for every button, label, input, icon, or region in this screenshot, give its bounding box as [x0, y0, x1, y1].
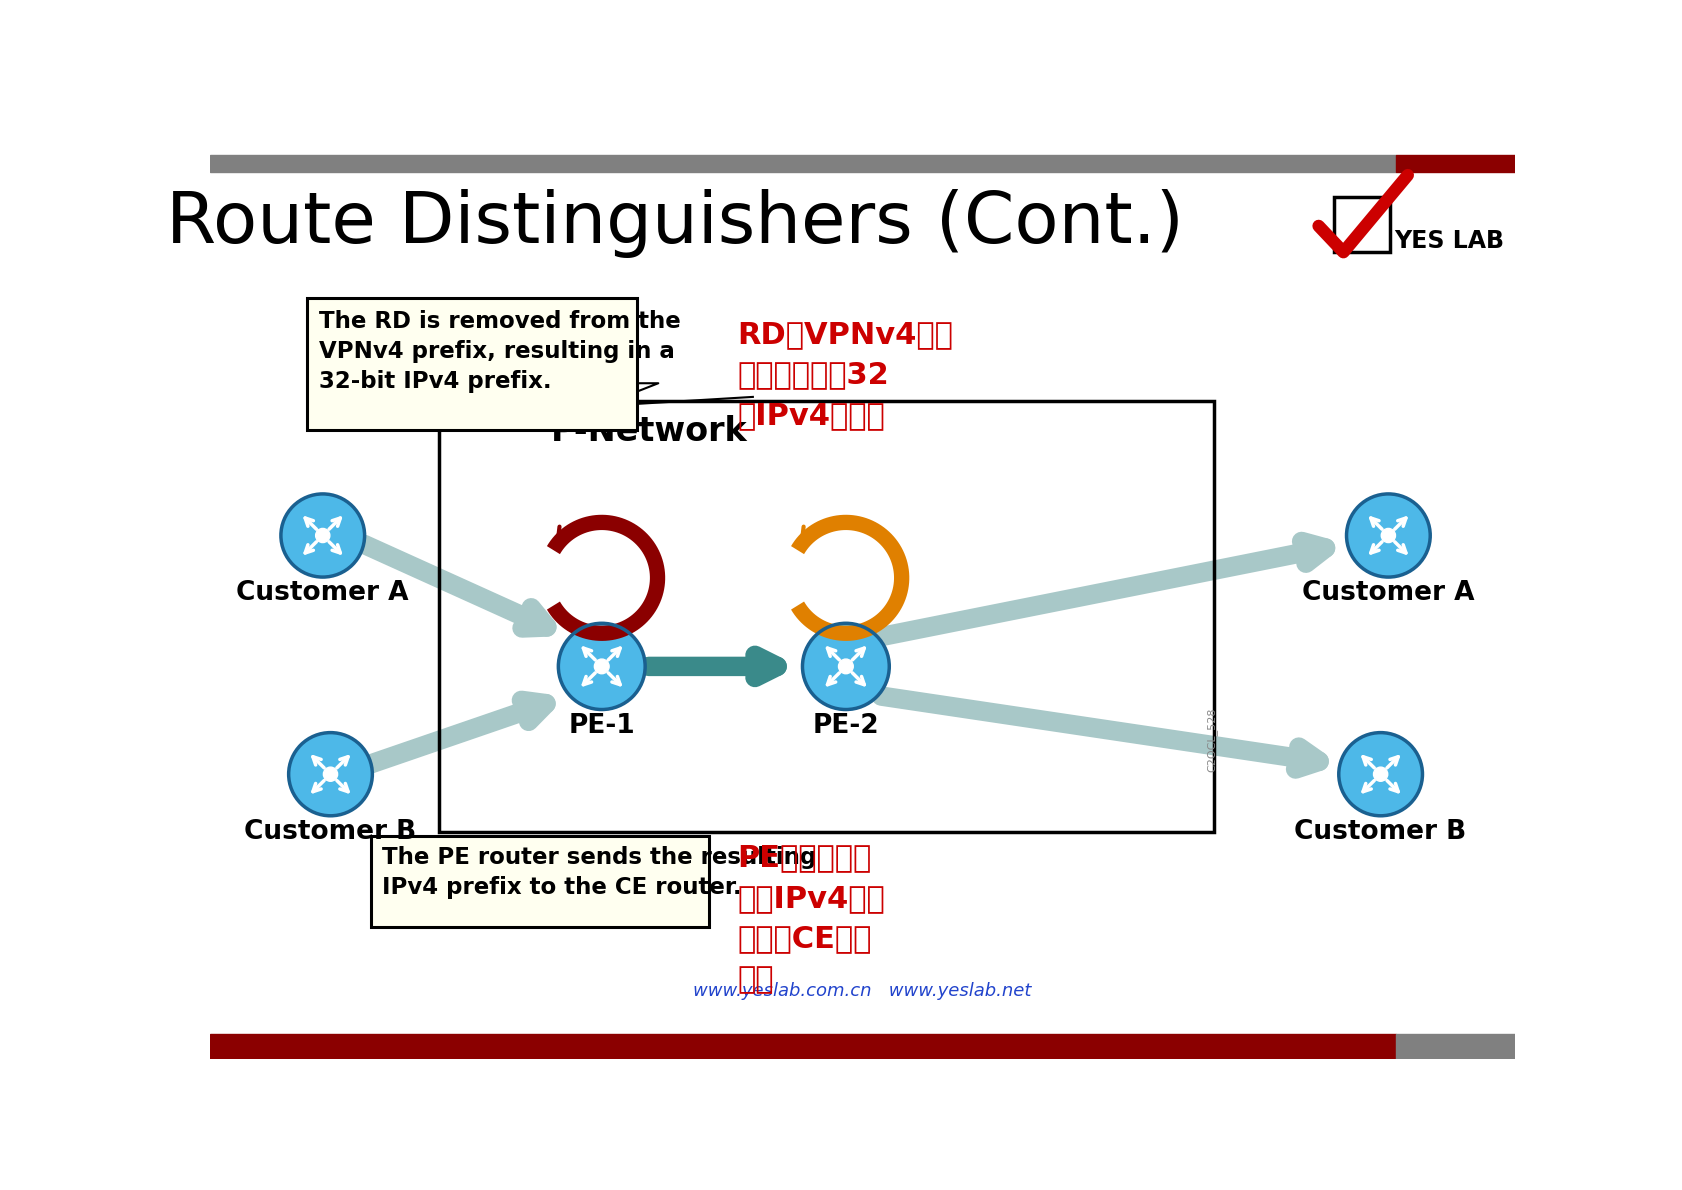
Circle shape	[1346, 494, 1430, 577]
Circle shape	[316, 528, 330, 543]
Circle shape	[1373, 768, 1388, 782]
Circle shape	[323, 768, 338, 782]
Circle shape	[289, 733, 372, 816]
Circle shape	[838, 659, 853, 674]
Text: P-Network: P-Network	[552, 414, 747, 447]
Bar	[210, 1034, 1396, 1059]
Bar	[1396, 1034, 1514, 1059]
Bar	[439, 401, 1213, 832]
Text: The RD is removed from the
VPNv4 prefix, resulting in a
32-bit IPv4 prefix.: The RD is removed from the VPNv4 prefix,…	[318, 309, 680, 393]
Circle shape	[1337, 733, 1421, 816]
Text: PE-2: PE-2	[812, 714, 878, 739]
Bar	[210, 155, 1396, 173]
Text: Customer A: Customer A	[1302, 581, 1473, 606]
Text: Route Distinguishers (Cont.): Route Distinguishers (Cont.)	[167, 189, 1184, 258]
FancyBboxPatch shape	[308, 299, 637, 430]
Text: The PE router sends the resulting
IPv4 prefix to the CE router.: The PE router sends the resulting IPv4 p…	[382, 846, 816, 898]
Text: Customer B: Customer B	[1293, 819, 1467, 845]
Text: C2OCL_528: C2OCL_528	[1206, 707, 1216, 772]
Circle shape	[558, 624, 644, 709]
FancyBboxPatch shape	[370, 835, 708, 927]
Circle shape	[281, 494, 365, 577]
Text: YES LAB: YES LAB	[1394, 230, 1504, 253]
Text: Customer A: Customer A	[237, 581, 409, 606]
Text: www.yeslab.com.cn   www.yeslab.net: www.yeslab.com.cn www.yeslab.net	[693, 982, 1031, 1001]
Text: Customer B: Customer B	[244, 819, 417, 845]
Text: RD从VPNv4前缀
中删除，导致32
位IPv4前缀。: RD从VPNv4前缀 中删除，导致32 位IPv4前缀。	[737, 320, 952, 430]
Circle shape	[594, 659, 609, 674]
Bar	[1334, 196, 1389, 252]
Circle shape	[1381, 528, 1394, 543]
Text: PE路由器将生
成的IPv4前缀
发送给CE路由
器。: PE路由器将生 成的IPv4前缀 发送给CE路由 器。	[737, 844, 885, 994]
Bar	[1396, 155, 1514, 173]
Circle shape	[802, 624, 888, 709]
Text: PE-1: PE-1	[569, 714, 634, 739]
